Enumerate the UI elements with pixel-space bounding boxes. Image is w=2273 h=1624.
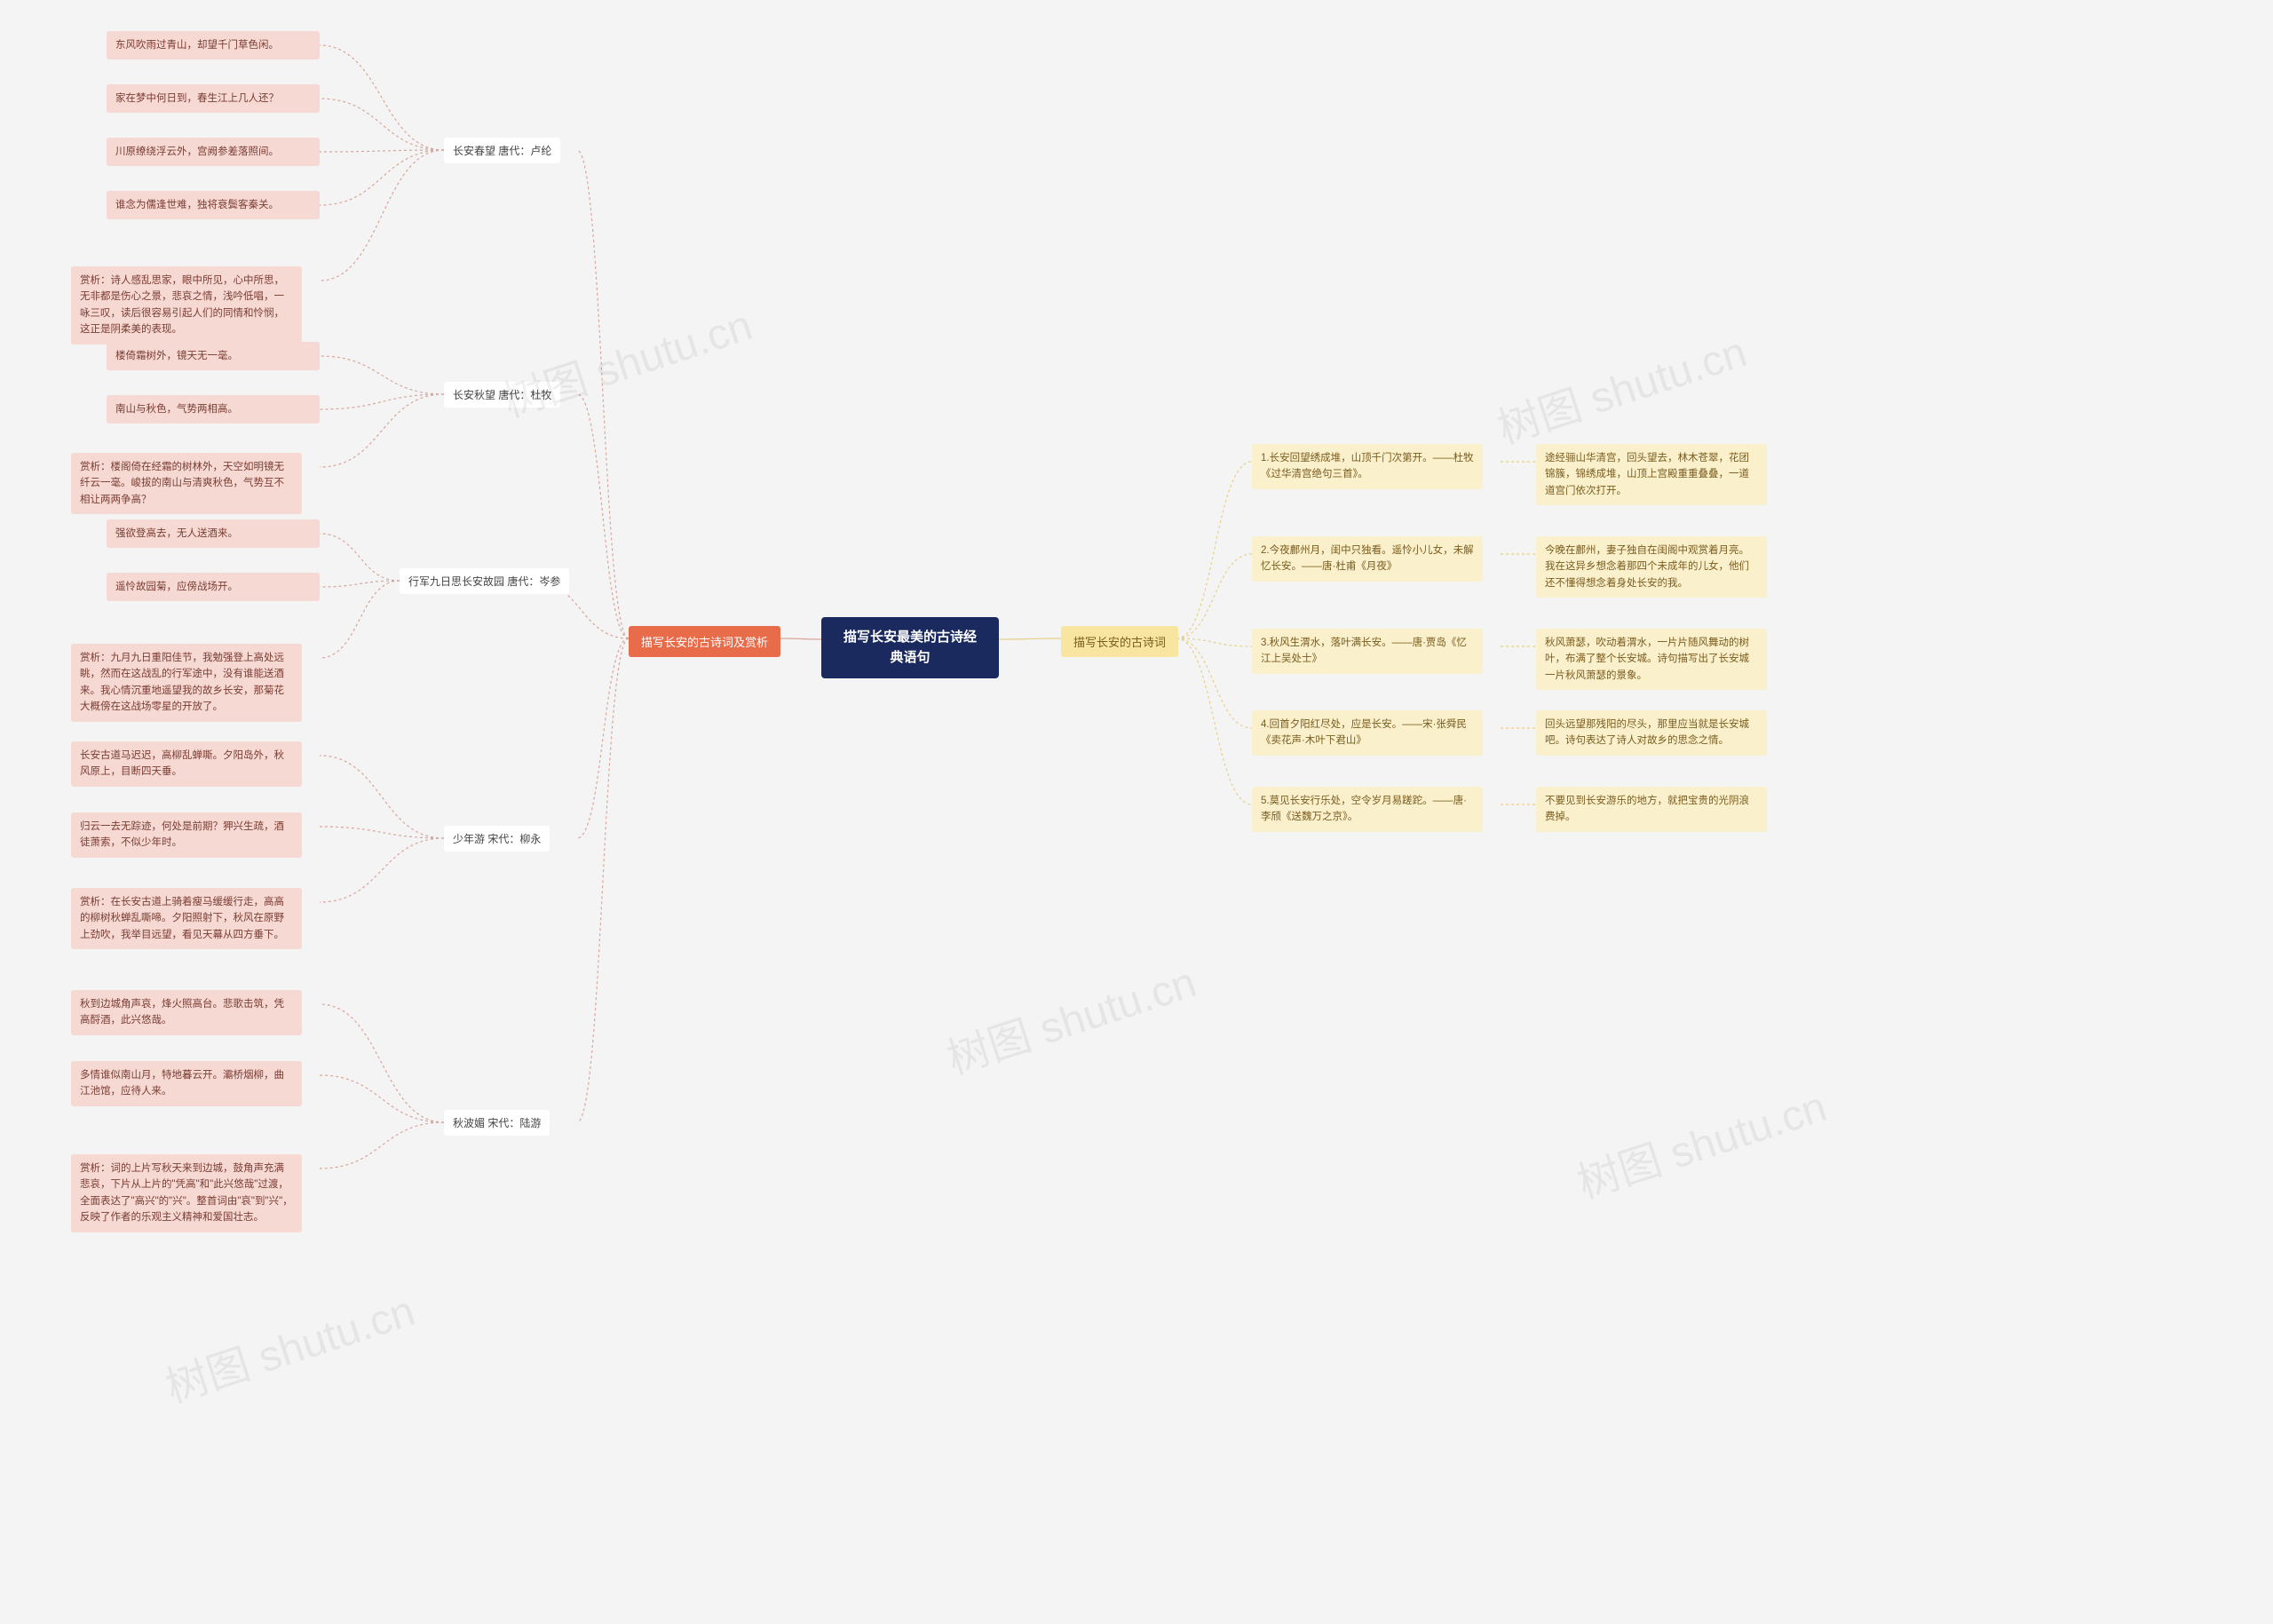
right-item: 4.回首夕阳红尽处，应是长安。——宋·张舜民《卖花声·木叶下君山》 xyxy=(1252,710,1483,756)
poem-title: 秋波媚 宋代：陆游 xyxy=(444,1110,550,1136)
branch-left-label: 描写长安的古诗词及赏析 xyxy=(641,636,768,649)
poem-line: 南山与秋色，气势两相高。 xyxy=(107,395,320,424)
right-note: 不要见到长安游乐的地方，就把宝贵的光阴浪费掉。 xyxy=(1536,787,1767,832)
poem-line: 赏析：词的上片写秋天来到边城，鼓角声充满悲哀，下片从上片的"凭高"和"此兴悠哉"… xyxy=(71,1154,302,1232)
branch-right: 描写长安的古诗词 xyxy=(1061,626,1178,657)
watermark: 树图 shutu.cn xyxy=(494,290,758,429)
poem-line: 谁念为儒逢世难，独将衰鬓客秦关。 xyxy=(107,191,320,219)
right-item: 3.秋风生渭水，落叶满长安。——唐·贾岛《忆江上吴处士》 xyxy=(1252,629,1483,674)
watermark: 树图 shutu.cn xyxy=(1488,317,1753,456)
poem-title: 长安春望 唐代：卢纶 xyxy=(444,138,560,163)
poem-line: 多情谁似南山月，特地暮云开。灞桥烟柳，曲江池馆，应待人来。 xyxy=(71,1061,302,1106)
branch-left: 描写长安的古诗词及赏析 xyxy=(629,626,780,657)
poem-line: 秋到边城角声哀，烽火照高台。悲歌击筑，凭高酹酒，此兴悠哉。 xyxy=(71,990,302,1035)
connector-lines xyxy=(0,0,2273,1624)
right-note: 途经骊山华清宫，回头望去，林木苍翠，花团锦簇，锦绣成堆，山顶上宫殿重重叠叠，一道… xyxy=(1536,444,1767,505)
root-title: 描写长安最美的古诗经典语句 xyxy=(843,630,977,665)
right-note: 秋风萧瑟，吹动着渭水，一片片随风舞动的树叶，布满了整个长安城。诗句描写出了长安城… xyxy=(1536,629,1767,690)
poem-line: 归云一去无踪迹，何处是前期？狎兴生疏，酒徒萧索，不似少年时。 xyxy=(71,812,302,858)
poem-line: 楼倚霜树外，镜天无一毫。 xyxy=(107,342,320,370)
poem-title: 长安秋望 唐代：杜牧 xyxy=(444,382,560,408)
poem-line: 川原缭绕浮云外，宫阙参差落照间。 xyxy=(107,138,320,166)
poem-line: 赏析：楼阁倚在经霜的树林外，天空如明镜无纤云一毫。峻拔的南山与清爽秋色，气势互不… xyxy=(71,453,302,514)
poem-line: 赏析：九月九日重阳佳节，我勉强登上高处远眺，然而在这战乱的行军途中，没有谁能送酒… xyxy=(71,644,302,722)
branch-right-label: 描写长安的古诗词 xyxy=(1073,636,1166,649)
poem-title: 行军九日思长安故园 唐代：岑参 xyxy=(400,568,569,594)
poem-line: 长安古道马迟迟，高柳乱蝉嘶。夕阳岛外，秋风原上，目断四天垂。 xyxy=(71,741,302,787)
watermark: 树图 shutu.cn xyxy=(938,947,1202,1086)
poem-line: 遥怜故园菊，应傍战场开。 xyxy=(107,573,320,601)
poem-line: 东风吹雨过青山，却望千门草色闲。 xyxy=(107,31,320,59)
poem-line: 赏析：在长安古道上骑着瘦马缓缓行走，高高的柳树秋蝉乱嘶啼。夕阳照射下，秋风在原野… xyxy=(71,888,302,949)
right-item: 5.莫见长安行乐处，空令岁月易蹉跎。——唐·李颀《送魏万之京》。 xyxy=(1252,787,1483,832)
right-item: 1.长安回望绣成堆，山顶千门次第开。——杜牧《过华清宫绝句三首》。 xyxy=(1252,444,1483,489)
right-item: 2.今夜鄜州月，闺中只独看。遥怜小儿女，未解忆长安。——唐·杜甫《月夜》 xyxy=(1252,536,1483,582)
poem-title: 少年游 宋代：柳永 xyxy=(444,826,550,852)
right-note: 今晚在鄜州，妻子独自在闺阁中观赏着月亮。我在这异乡想念着那四个未成年的儿女，他们… xyxy=(1536,536,1767,598)
watermark: 树图 shutu.cn xyxy=(156,1276,421,1414)
poem-line: 家在梦中何日到，春生江上几人还？ xyxy=(107,84,320,113)
poem-line: 强欲登高去，无人送酒来。 xyxy=(107,519,320,548)
right-note: 回头远望那残阳的尽头，那里应当就是长安城吧。诗句表达了诗人对故乡的思念之情。 xyxy=(1536,710,1767,756)
root-node: 描写长安最美的古诗经典语句 xyxy=(821,617,999,678)
poem-line: 赏析：诗人感乱思家，眼中所见，心中所思，无非都是伤心之景，悲哀之情，浅吟低唱，一… xyxy=(71,266,302,345)
watermark: 树图 shutu.cn xyxy=(1568,1072,1833,1210)
